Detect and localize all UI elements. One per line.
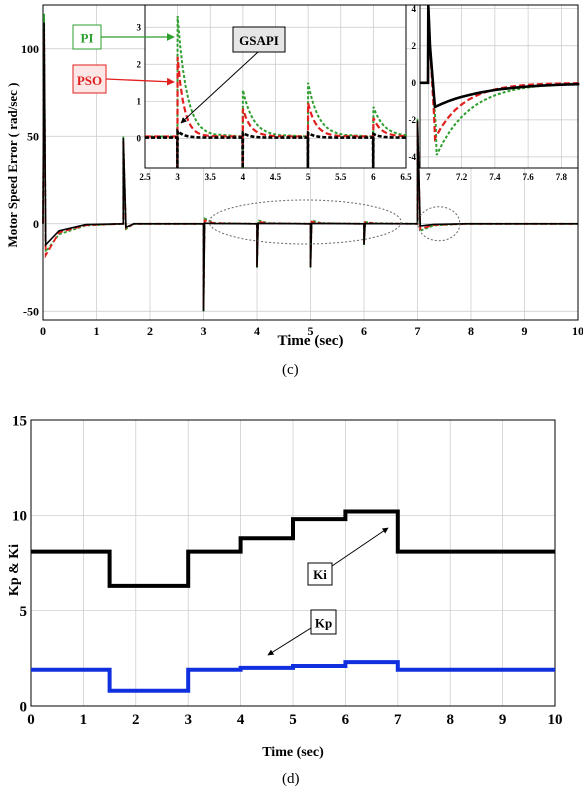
i2-xtick-label: 7.6 <box>522 172 534 182</box>
d-xtick-label: 4 <box>237 712 245 728</box>
i2-plot-bg <box>420 5 578 168</box>
i1-ytick-label: 0 <box>137 134 142 144</box>
d-xtick-label: 0 <box>27 712 35 728</box>
c-xtick-label: 9 <box>522 324 528 338</box>
callout-gsapi-box <box>232 26 286 53</box>
callout-kp-label: Kp <box>315 615 332 630</box>
i2-xtick-label: 7.8 <box>556 172 568 182</box>
i1-xtick-label: 5 <box>306 172 311 182</box>
d-frame <box>30 419 556 707</box>
callout-ki-arrow <box>331 527 389 567</box>
i2-xtick-label: 7 <box>426 172 431 182</box>
c-xtick-label: 3 <box>201 324 207 338</box>
series-ki-line <box>31 509 555 588</box>
inset-2: 7 7.2 7.4 7.6 7.8 -4 -2 0 2 4 <box>409 4 580 182</box>
d-xtick-label: 9 <box>499 712 507 728</box>
c-xtick-label: 0 <box>40 324 46 338</box>
d-xtick-label: 5 <box>289 712 297 728</box>
i1-ytick-label: 2 <box>137 59 142 69</box>
c-ylabel: Motor Speed Error ( rad/sec ) <box>5 83 20 248</box>
i1-frame <box>144 4 407 169</box>
i1-xtick-label: 6.5 <box>400 172 412 182</box>
d-ytick-label: 15 <box>12 413 27 429</box>
d-ytick-label: 5 <box>20 604 28 620</box>
c-xtick-label: 8 <box>468 324 474 338</box>
i2-ytick-label: 0 <box>412 78 417 88</box>
callout-pso-label: PSO <box>77 73 102 88</box>
callout-pso-box <box>72 64 107 94</box>
i1-xtick-label: 5.5 <box>335 172 347 182</box>
callout-ki-box <box>307 562 333 586</box>
d-ylabel: Kp & Ki <box>7 544 22 596</box>
d-xtick-label: 6 <box>342 712 350 728</box>
zoom-ellipse-1 <box>208 199 402 245</box>
c-xtick-label: 6 <box>361 324 367 338</box>
c-ytick-label: 50 <box>27 129 39 143</box>
inset1-pso-line <box>145 56 408 169</box>
d-xtick-label: 10 <box>548 712 563 728</box>
callout-kp-arrow <box>267 627 312 656</box>
d-xtick-label: 7 <box>394 712 402 728</box>
i2-ytick-label: -2 <box>409 115 417 125</box>
d-xtick-label: 8 <box>446 712 454 728</box>
i2-ytick-label: 4 <box>412 4 417 14</box>
c-xtick-label: 4 <box>254 324 260 338</box>
i1-xtick-label: 3.5 <box>205 172 217 182</box>
i1-ytick-label: 3 <box>137 22 142 32</box>
callout-kp-box <box>310 609 337 635</box>
i1-xtick-label: 4 <box>241 172 246 182</box>
c-xlabel: Time (sec) <box>278 333 344 349</box>
caption-c: (c) <box>282 362 299 378</box>
inset1-gsapi-line <box>145 128 406 169</box>
callout-ki-label: Ki <box>313 567 327 582</box>
d-ytick-label: 10 <box>12 509 27 525</box>
i1-xtick-label: 6 <box>371 172 376 182</box>
i1-xtick-label: 3 <box>175 172 180 182</box>
callout-gsapi-arrow <box>180 51 259 124</box>
callout-pi-label: PI <box>81 30 94 45</box>
d-xtick-label: 1 <box>80 712 88 728</box>
annotations: PI PSO GSAPI Ki Kp <box>72 24 389 656</box>
zoom-ellipse-2 <box>417 206 461 242</box>
i2-xtick-label: 7.2 <box>456 172 468 182</box>
c-ytick-label: 100 <box>21 42 39 56</box>
c-xtick-label: 2 <box>147 324 153 338</box>
c-ytick-label: 0 <box>33 217 39 231</box>
c-ytick-label: -50 <box>23 304 39 318</box>
callout-pso-arrow <box>105 77 175 86</box>
i1-ytick-label: 1 <box>137 96 142 106</box>
series-gsapi-line <box>42 22 578 312</box>
series-kp-line <box>31 660 555 693</box>
i1-xtick-label: 2.5 <box>139 172 151 182</box>
i2-ytick-label: -4 <box>409 152 417 162</box>
d-ytick-label: 0 <box>20 699 28 715</box>
chart-d: 0 1 2 3 4 5 6 7 8 9 10 0 5 10 15 Time (sec) Kp & Ki <box>7 413 563 760</box>
caption-d: (d) <box>282 771 300 787</box>
c-xtick-label: 5 <box>308 324 314 338</box>
i2-xtick-label: 7.4 <box>489 172 501 182</box>
callout-gsapi-label: GSAPI <box>239 33 279 48</box>
d-xtick-label: 3 <box>184 712 192 728</box>
i2-ytick-label: 2 <box>412 41 417 51</box>
inset2-gsapi-line <box>420 4 580 109</box>
d-xtick-label: 2 <box>132 712 140 728</box>
i1-xtick-label: 4.5 <box>270 172 282 182</box>
callout-pi-box <box>72 24 102 50</box>
d-xlabel: Time (sec) <box>262 745 324 760</box>
c-xtick-label: 1 <box>94 324 100 338</box>
c-xtick-label: 10 <box>572 324 583 338</box>
i2-frame <box>419 4 579 169</box>
c-xtick-label: 7 <box>415 324 421 338</box>
inset1-pi-line <box>145 16 407 169</box>
